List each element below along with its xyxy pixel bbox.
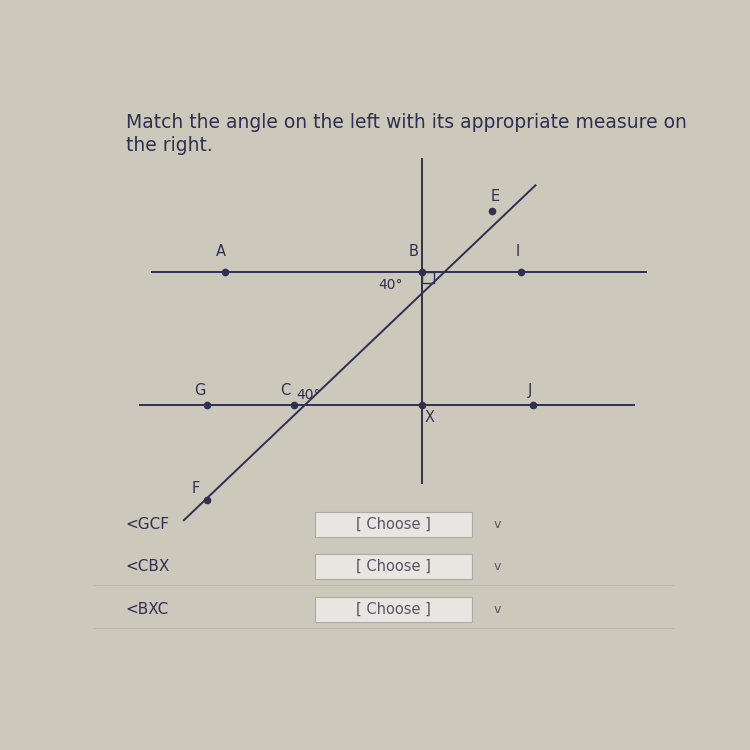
Text: A: A <box>215 244 226 260</box>
Text: 40°: 40° <box>378 278 403 292</box>
Text: J: J <box>527 382 532 398</box>
Text: v: v <box>494 560 502 573</box>
Text: [ Choose ]: [ Choose ] <box>356 602 430 617</box>
Text: B: B <box>409 244 419 260</box>
Text: <BXC: <BXC <box>126 602 169 617</box>
Text: F: F <box>191 481 200 496</box>
Text: I: I <box>516 244 520 260</box>
Text: the right.: the right. <box>126 136 212 155</box>
Text: G: G <box>194 382 206 398</box>
Text: <CBX: <CBX <box>126 559 170 574</box>
Text: X: X <box>424 410 435 425</box>
FancyBboxPatch shape <box>315 554 472 579</box>
Text: [ Choose ]: [ Choose ] <box>356 517 430 532</box>
Text: <GCF: <GCF <box>126 517 170 532</box>
Text: 40°: 40° <box>296 388 321 402</box>
Text: E: E <box>490 189 500 204</box>
Text: v: v <box>494 518 502 531</box>
Text: v: v <box>494 603 502 616</box>
Text: [ Choose ]: [ Choose ] <box>356 559 430 574</box>
Text: C: C <box>280 382 291 398</box>
FancyBboxPatch shape <box>315 512 472 537</box>
Text: Match the angle on the left with its appropriate measure on: Match the angle on the left with its app… <box>126 113 686 132</box>
FancyBboxPatch shape <box>315 597 472 622</box>
